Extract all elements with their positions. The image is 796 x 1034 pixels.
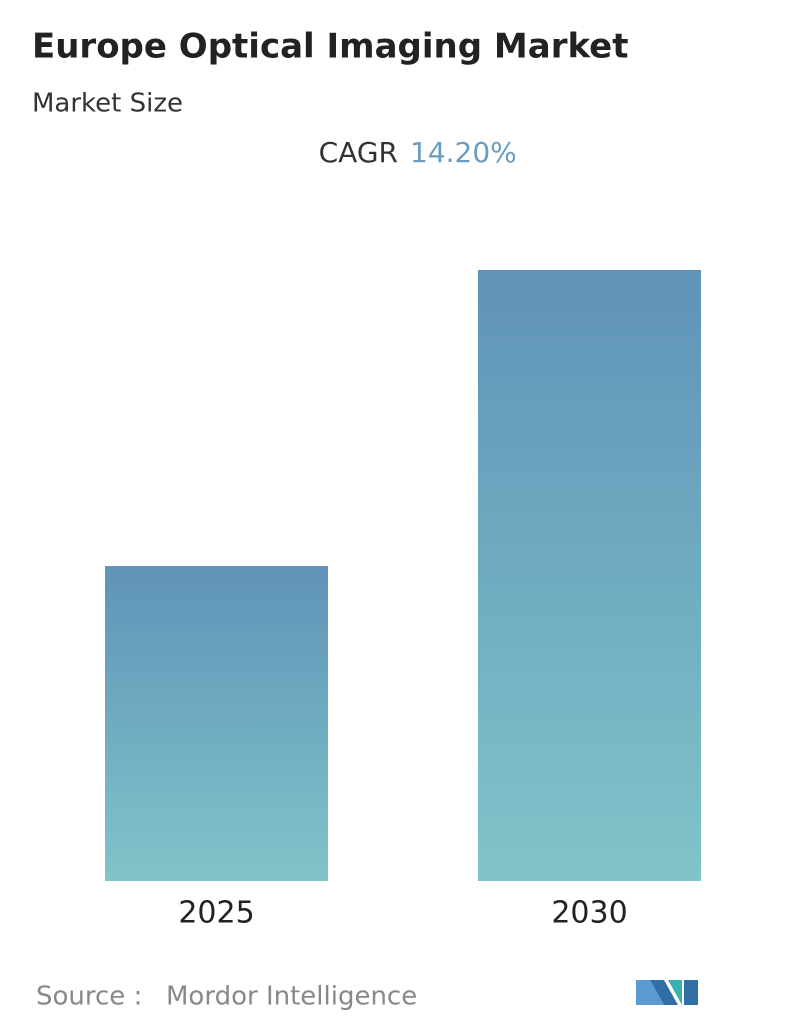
bar [478,270,701,881]
source: Mordor Intelligence [166,982,417,1012]
cagr-value: 14.20% [410,136,517,169]
bar [105,566,328,881]
cagr-label: CAGR [319,136,398,169]
source-label: Source : [36,982,142,1012]
chart-title: Europe Optical Imaging Market [32,27,628,67]
x-tick-label: 2025 [178,896,254,931]
x-tick-label: 2030 [551,896,627,931]
logo [636,980,698,1005]
chart-subtitle: Market Size [32,89,183,119]
